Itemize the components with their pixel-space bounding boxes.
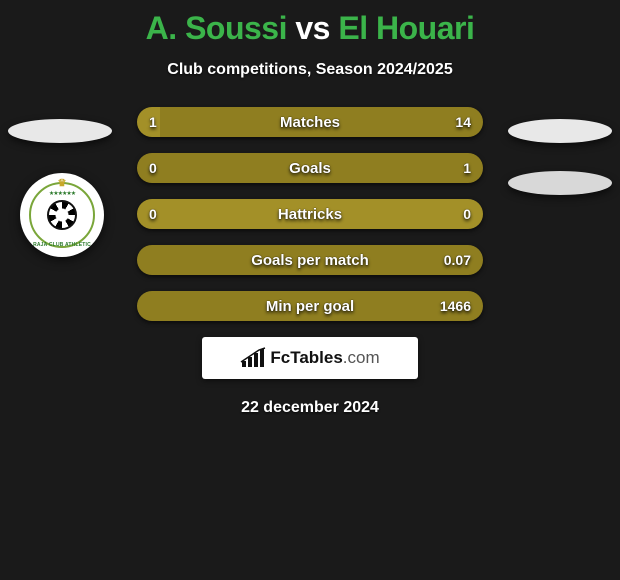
subtitle: Club competitions, Season 2024/2025	[0, 61, 620, 79]
vs-text: vs	[295, 10, 330, 46]
player1-photo-placeholder	[8, 119, 112, 143]
stat-value-right: 0.07	[444, 252, 471, 268]
stat-row: Goals01	[137, 153, 483, 183]
club-name-text: RAJA CLUB ATHLETIC	[31, 242, 93, 248]
player2-club-placeholder	[508, 171, 612, 195]
soccer-ball-icon	[47, 200, 77, 230]
stat-row: Matches114	[137, 107, 483, 137]
domain-suffix: .com	[343, 348, 380, 367]
player1-name: A. Soussi	[146, 10, 287, 46]
site-name: FcTables	[270, 348, 342, 367]
page-title: A. Soussi vs El Houari	[0, 0, 620, 47]
player2-name: El Houari	[338, 10, 474, 46]
comparison-area: ♛ ★★★★★★ RAJA CLUB ATHLETIC Matches114Go…	[0, 107, 620, 321]
stat-row: Goals per match0.07	[137, 245, 483, 275]
player1-club-badge: ♛ ★★★★★★ RAJA CLUB ATHLETIC	[20, 173, 104, 257]
stat-bar-left	[137, 199, 310, 229]
stat-value-left: 1	[149, 114, 157, 130]
branding-text: FcTables.com	[270, 348, 379, 368]
stat-row: Hattricks00	[137, 199, 483, 229]
stat-value-right: 14	[455, 114, 471, 130]
stat-bar-right	[310, 199, 483, 229]
bar-chart-icon	[240, 347, 266, 369]
stat-value-left: 0	[149, 160, 157, 176]
date-text: 22 december 2024	[0, 399, 620, 417]
club-badge-inner: ♛ ★★★★★★ RAJA CLUB ATHLETIC	[29, 182, 95, 248]
stars-icon: ★★★★★★	[49, 190, 75, 197]
stat-bar-right	[137, 245, 483, 275]
stat-value-right: 1466	[440, 298, 471, 314]
stat-value-left: 0	[149, 206, 157, 222]
crown-icon: ♛	[58, 178, 67, 189]
stat-value-right: 1	[463, 160, 471, 176]
player2-photo-placeholder	[508, 119, 612, 143]
stat-value-right: 0	[463, 206, 471, 222]
branding-box[interactable]: FcTables.com	[202, 337, 418, 379]
stat-row: Min per goal1466	[137, 291, 483, 321]
stat-bar-right	[137, 153, 483, 183]
stat-bar-right	[160, 107, 483, 137]
stat-bar-right	[137, 291, 483, 321]
stat-rows-container: Matches114Goals01Hattricks00Goals per ma…	[137, 107, 483, 321]
